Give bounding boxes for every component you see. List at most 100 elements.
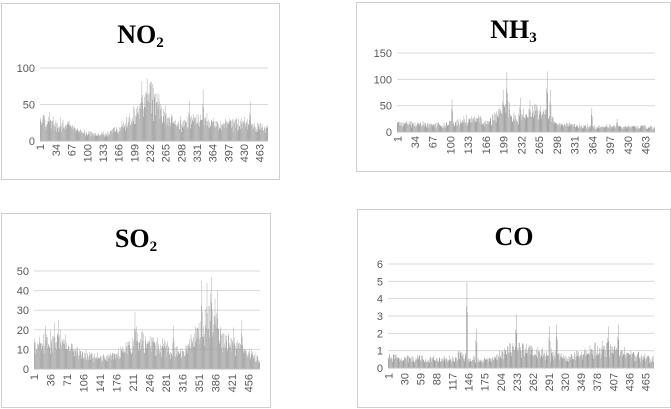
bar xyxy=(623,355,624,368)
x-tick-label: 232 xyxy=(516,136,528,154)
bar xyxy=(463,354,464,368)
bar xyxy=(527,344,528,368)
bar xyxy=(582,354,583,368)
bar xyxy=(601,355,602,368)
x-tick-label: 106 xyxy=(79,374,91,392)
x-tick-label: 262 xyxy=(528,373,540,391)
bar xyxy=(451,359,452,368)
bar xyxy=(486,360,487,368)
bar xyxy=(405,358,406,368)
bar xyxy=(410,358,411,368)
bar xyxy=(493,360,494,368)
bar xyxy=(558,354,559,368)
bar xyxy=(540,358,541,368)
bar xyxy=(602,349,603,368)
bar xyxy=(491,358,492,368)
x-tick-label: 378 xyxy=(592,373,604,391)
bar xyxy=(499,350,500,368)
bar xyxy=(543,355,544,368)
x-tick-label: 71 xyxy=(62,374,74,386)
bar xyxy=(650,363,651,368)
bar xyxy=(553,356,554,368)
bar xyxy=(472,360,473,368)
bar xyxy=(458,353,459,369)
bar xyxy=(449,356,450,368)
bar xyxy=(557,340,558,368)
bar xyxy=(581,356,582,368)
bar xyxy=(497,360,498,368)
bar xyxy=(647,356,648,368)
bar xyxy=(434,360,435,368)
bar xyxy=(412,356,413,368)
bar xyxy=(569,357,570,369)
bar xyxy=(498,354,499,368)
bar xyxy=(478,358,479,368)
bar xyxy=(606,357,607,368)
bar xyxy=(561,353,562,368)
bar xyxy=(579,359,580,368)
y-tick-label: 3 xyxy=(377,311,383,323)
bar xyxy=(391,357,392,368)
bar xyxy=(408,363,409,368)
bar xyxy=(414,362,415,368)
bar xyxy=(589,353,590,368)
bar xyxy=(411,358,412,368)
bar xyxy=(644,357,645,368)
bar xyxy=(547,356,548,368)
bar xyxy=(477,362,478,368)
x-tick-label: 265 xyxy=(161,144,173,162)
bar xyxy=(415,360,416,368)
bar xyxy=(609,341,610,368)
bar xyxy=(528,354,529,368)
bar xyxy=(473,360,474,368)
bar xyxy=(559,353,560,368)
x-tick-label: 364 xyxy=(587,136,599,154)
bar xyxy=(583,354,584,368)
bar xyxy=(470,359,471,368)
bar xyxy=(502,351,503,368)
bar xyxy=(508,352,509,368)
bar xyxy=(629,355,630,368)
x-tick-label: 421 xyxy=(227,374,239,392)
bar xyxy=(650,363,651,368)
y-tick-label: 0 xyxy=(377,363,383,375)
bar xyxy=(443,361,444,368)
bar xyxy=(630,354,631,368)
bar xyxy=(407,356,408,368)
bar xyxy=(389,354,390,368)
bar xyxy=(554,356,555,368)
bar xyxy=(419,356,420,368)
x-tick-label: 34 xyxy=(51,144,63,156)
bar xyxy=(512,356,513,368)
bar xyxy=(523,343,524,368)
bar xyxy=(586,351,587,368)
bar xyxy=(634,354,635,368)
bar xyxy=(525,349,526,368)
bar xyxy=(609,358,610,368)
bar xyxy=(558,354,559,368)
bar xyxy=(479,362,480,368)
x-tick-label: 407 xyxy=(608,373,620,391)
bar xyxy=(399,359,400,368)
bar xyxy=(637,354,638,368)
bar xyxy=(505,350,506,368)
bar xyxy=(517,351,518,368)
bar xyxy=(395,355,396,368)
bar xyxy=(397,359,398,368)
bar xyxy=(437,361,438,368)
bar xyxy=(492,362,493,368)
bar xyxy=(543,357,544,368)
bar xyxy=(641,357,642,368)
x-tick-label: 199 xyxy=(499,136,511,154)
bar xyxy=(536,350,537,368)
bar xyxy=(435,360,436,368)
bar xyxy=(584,355,585,368)
bar xyxy=(431,362,432,368)
x-tick-label: 349 xyxy=(576,373,588,391)
bar xyxy=(586,354,587,368)
x-tick-label: 397 xyxy=(223,144,235,162)
bar xyxy=(395,355,396,368)
bar xyxy=(509,354,510,368)
bar xyxy=(555,351,556,368)
